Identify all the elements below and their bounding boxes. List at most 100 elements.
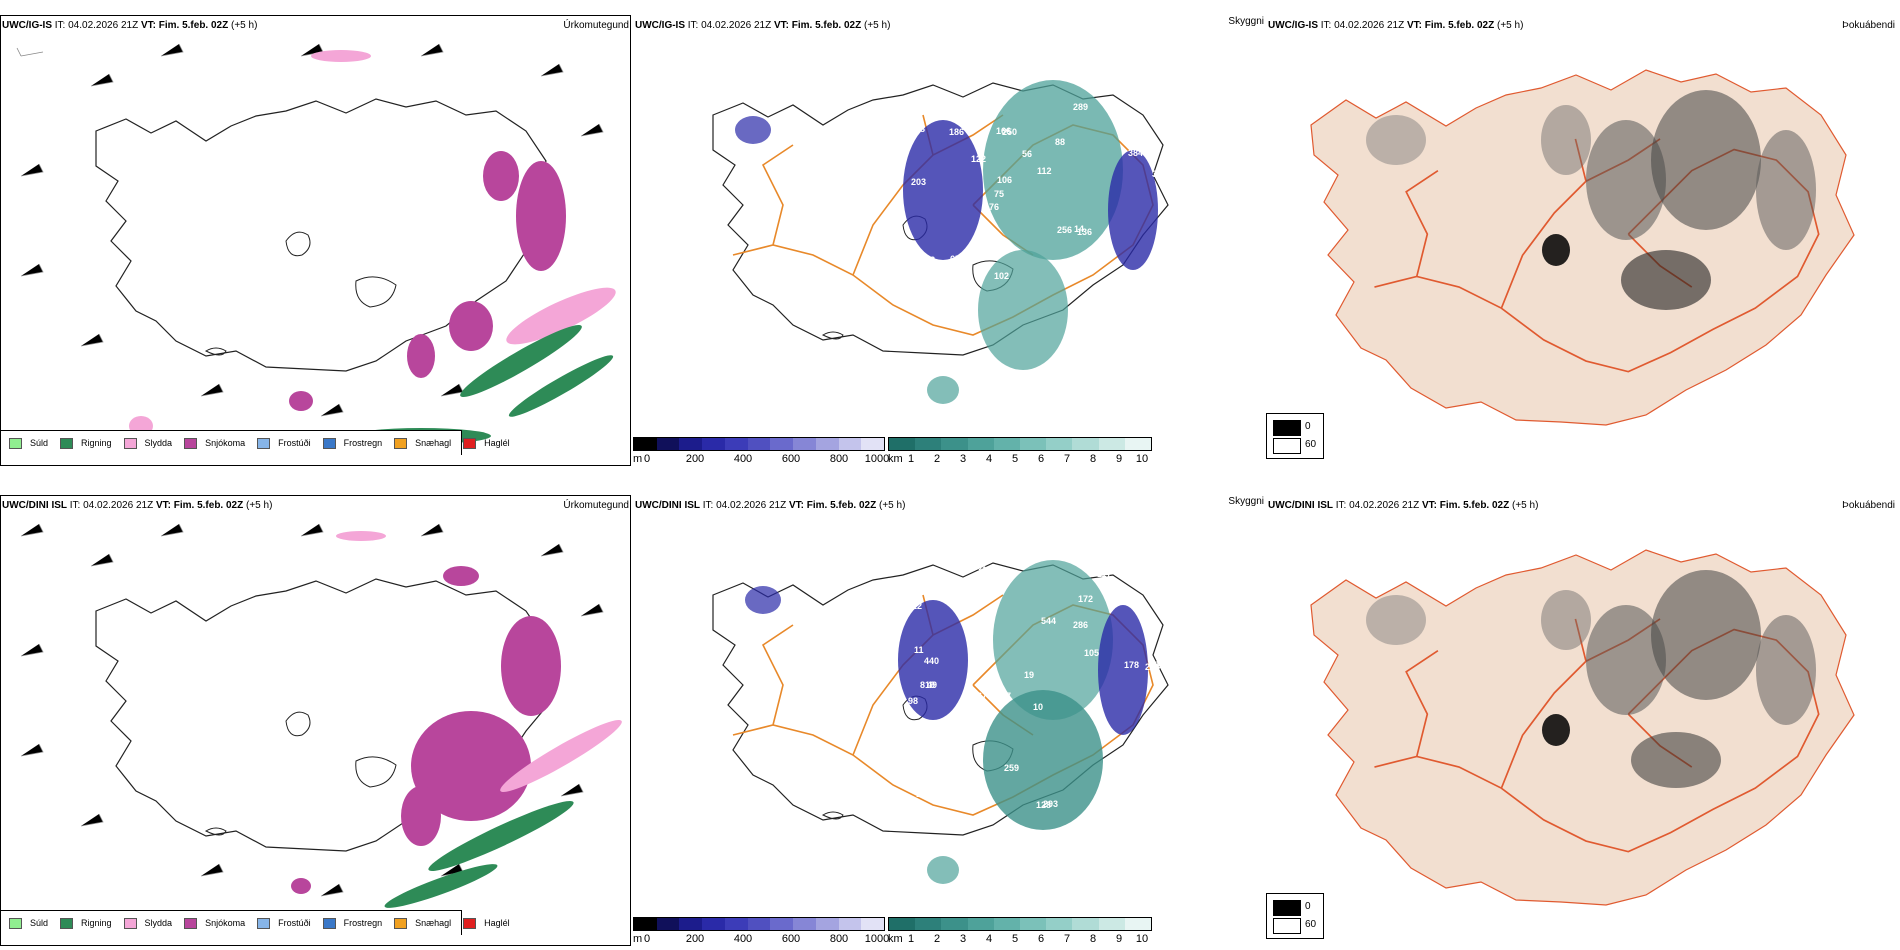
lead-time: (+5 h) — [1512, 500, 1539, 511]
ceiling-label: 112 — [1037, 166, 1052, 176]
tick-label: 800 — [829, 453, 849, 465]
legend-item: Rigning — [60, 437, 112, 449]
legend-item: Haglél — [463, 917, 510, 929]
ceiling-label: 544 — [1041, 616, 1056, 626]
colorbar-segment — [747, 918, 771, 930]
ceiling-label: 117 — [1097, 569, 1112, 579]
colorbar-segment — [724, 438, 748, 450]
lead-time: (+5 h) — [246, 500, 273, 511]
tick-label: 6 — [1037, 933, 1045, 945]
tick-label: 1 — [907, 453, 915, 465]
ceiling-label: 128 — [1036, 800, 1051, 810]
tick-label: 400 — [733, 453, 753, 465]
tick-label: 0 — [643, 453, 651, 465]
ceiling-label: 136 — [1077, 227, 1092, 237]
init-time: IT: 04.02.2026 21Z — [1335, 500, 1420, 511]
colorbar-segment — [702, 438, 725, 450]
ceiling-label: 178 — [1124, 660, 1139, 670]
tick-label: 8 — [1089, 933, 1097, 945]
colorbar-segment — [679, 438, 703, 450]
colorbar-segment — [1098, 438, 1125, 450]
ceiling-label: 248 — [1145, 662, 1160, 672]
colorbar-segment — [634, 918, 657, 930]
precip-map — [16, 43, 616, 444]
ceiling-label: 418 — [942, 282, 957, 292]
model-name: UWC/IG-IS — [2, 20, 52, 31]
colorbar-segment — [1098, 918, 1125, 930]
tick-label: 1000 — [864, 933, 890, 945]
ceiling-label: 106 — [997, 175, 1012, 185]
model-name: UWC/IG-IS — [635, 20, 685, 31]
colorbar-segment — [993, 438, 1021, 450]
ceiling-label: 138 — [920, 255, 935, 265]
ceiling-label: 190 — [1128, 115, 1143, 125]
init-time: IT: 04.02.2026 21Z — [1320, 20, 1405, 31]
ceiling-label: 103 — [916, 789, 931, 799]
init-time: IT: 04.02.2026 21Z — [69, 500, 154, 511]
valid-label: VT: — [788, 500, 804, 511]
tick-label: 9 — [1115, 933, 1123, 945]
colorbar-segment — [915, 918, 942, 930]
colorbar-segment — [941, 918, 968, 930]
visibility-areas — [745, 560, 1148, 884]
ceiling-label: 384 — [1128, 148, 1143, 158]
legend-item: Snjókoma — [184, 917, 245, 929]
colorbar-segment — [656, 918, 680, 930]
panel-title: Skyggni — [1228, 16, 1264, 27]
panel-title: Þokuábendi — [1842, 20, 1895, 31]
colorbar-segment — [1072, 918, 1099, 930]
ceiling-label: 375 — [1152, 169, 1167, 179]
tick-label: 7 — [1063, 453, 1071, 465]
visibility-unit: km — [888, 933, 903, 945]
legend-item: Súld — [9, 437, 48, 449]
height-unit: m — [633, 453, 643, 465]
tick-label: 10 — [1135, 453, 1149, 465]
legend-item: Rigning — [60, 917, 112, 929]
panel-header: UWC/DINI ISL IT: 04.02.2026 21Z VT: Fim.… — [635, 500, 905, 511]
ceiling-label: 256 — [1057, 225, 1072, 235]
tick-label: 7 — [1063, 933, 1071, 945]
legend-item: Frostregn — [322, 917, 382, 929]
tick-label: 3 — [959, 453, 967, 465]
lead-time: (+5 h) — [879, 500, 906, 511]
fog-map — [1310, 549, 1855, 906]
map-frame: Súld Rigning Slydda Snjókoma Frostúði Fr… — [0, 15, 631, 466]
tick-label: 8 — [1089, 453, 1097, 465]
ceiling-label: 310 — [1124, 303, 1139, 313]
legend-item: Frostregn — [322, 437, 382, 449]
ceiling-label: 122 — [971, 154, 986, 164]
height-unit: m — [633, 933, 643, 945]
valid-label: VT: — [155, 500, 171, 511]
legend-item: Súld — [9, 917, 48, 929]
panel-header: UWC/IG-IS IT: 04.02.2026 21Z VT: Fim. 5.… — [635, 20, 890, 31]
colorbar-segment — [861, 918, 885, 930]
ceiling-label: 95 — [1121, 276, 1131, 286]
colorbar-segment — [915, 438, 942, 450]
ceiling-label: 220 — [1103, 302, 1118, 312]
tick-label: 2 — [933, 453, 941, 465]
valid-time: Fim. 5.feb. 02Z — [806, 500, 877, 511]
colorbar-segment — [1020, 918, 1047, 930]
colorbar-segment — [838, 438, 862, 450]
panel-header: UWC/IG-IS IT: 04.02.2026 21Z VT: Fim. 5.… — [1268, 20, 1523, 31]
ceiling-label: 10 — [1033, 702, 1043, 712]
panel-title: Þokuábendi — [1842, 500, 1895, 511]
panel-header: UWC/DINI ISL IT: 04.02.2026 21Z VT: Fim.… — [2, 500, 272, 511]
precip-areas — [291, 531, 622, 908]
valid-time: Fim. 5.feb. 02Z — [1424, 20, 1495, 31]
fog-legend-label: 60 — [1305, 919, 1317, 930]
ceiling-label: 186 — [949, 127, 964, 137]
tick-label: 2 — [933, 933, 941, 945]
ceiling-label: 88 — [915, 124, 925, 134]
tick-label: 4 — [985, 453, 993, 465]
ceiling-label: 819 — [920, 680, 935, 690]
legend-item: Snæhagl — [394, 917, 451, 929]
ceiling-label: 75 — [994, 189, 1004, 199]
fog-panel-bottom: UWC/DINI ISL IT: 04.02.2026 21Z VT: Fim.… — [1266, 480, 1899, 950]
panel-title: Úrkomutegund — [563, 20, 629, 31]
ceiling-label: 197 — [901, 292, 916, 302]
valid-label: VT: — [1406, 20, 1422, 31]
panel-title: Skyggni — [1228, 496, 1264, 507]
ceiling-label: 172 — [1078, 594, 1093, 604]
tick-label: 200 — [685, 453, 705, 465]
